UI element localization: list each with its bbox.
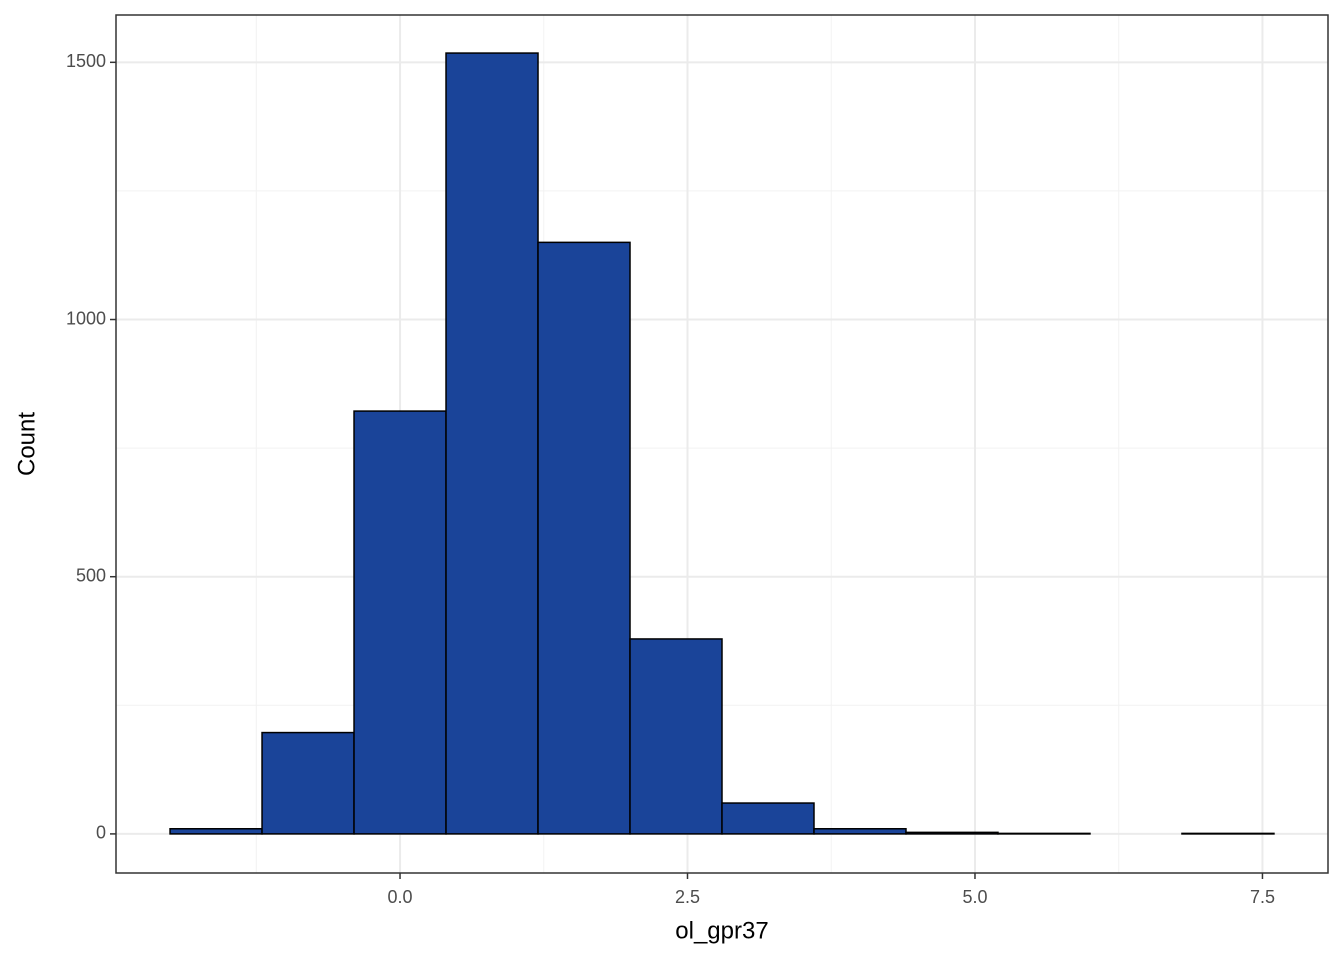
bar xyxy=(629,638,723,835)
bar xyxy=(1181,832,1275,835)
y-tick-label: 500 xyxy=(76,565,106,585)
bar xyxy=(537,241,631,835)
bar xyxy=(169,828,263,835)
x-tick-label: 2.5 xyxy=(675,887,700,907)
bar xyxy=(445,52,539,835)
x-tick-label: 5.0 xyxy=(962,887,987,907)
y-tick-label: 1000 xyxy=(66,308,106,328)
bar xyxy=(721,802,815,835)
bar xyxy=(353,410,447,835)
x-tick-label: 0.0 xyxy=(388,887,413,907)
x-axis-label: ol_gpr37 xyxy=(675,917,768,944)
bar xyxy=(905,831,999,835)
bar xyxy=(261,731,355,835)
plot-border xyxy=(115,14,1329,874)
bar xyxy=(813,828,907,835)
y-tick-label: 0 xyxy=(96,823,106,843)
x-tick-label: 7.5 xyxy=(1250,887,1275,907)
y-axis-label: Count xyxy=(13,412,40,476)
y-tick-label: 1500 xyxy=(66,51,106,71)
bar xyxy=(997,832,1091,835)
